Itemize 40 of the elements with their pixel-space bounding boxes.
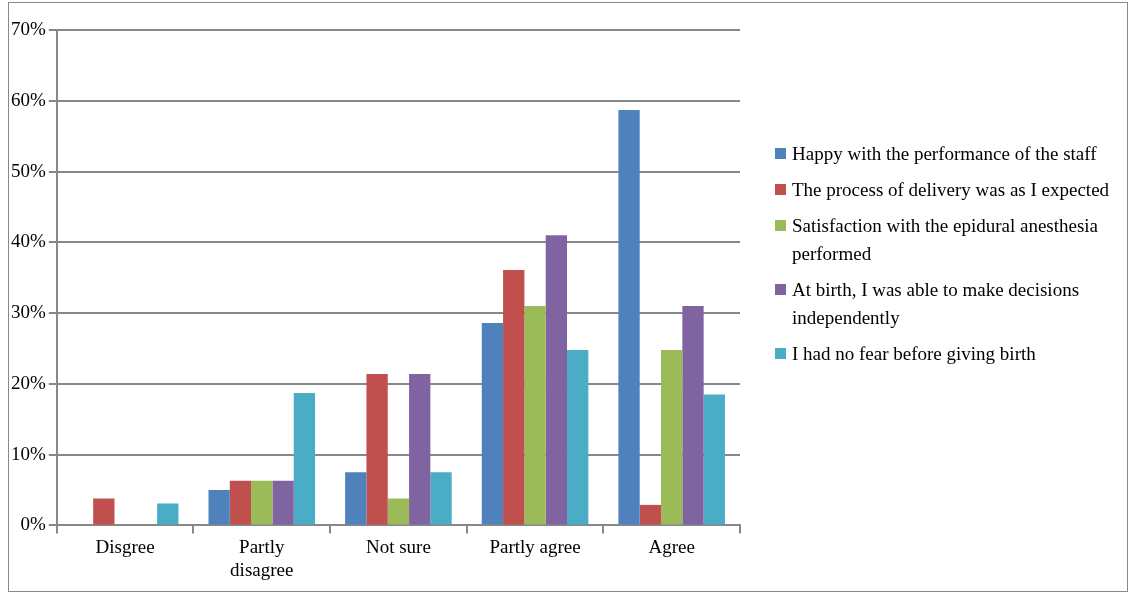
- bar: [157, 503, 179, 525]
- bar: [251, 480, 273, 525]
- bar: [409, 373, 431, 525]
- legend-label: Satisfaction with the epidural anesthesia performed: [792, 214, 1100, 266]
- bar: [93, 498, 115, 525]
- legend-label: Happy with the performance of the staff: [792, 142, 1097, 166]
- y-tick-label: 20%: [11, 371, 46, 393]
- y-tick-label: 50%: [11, 159, 46, 181]
- bar: [503, 269, 525, 525]
- x-tick-label: Disgree: [95, 535, 155, 557]
- bar: [208, 490, 230, 525]
- bar: [272, 480, 294, 525]
- y-tick-label: 60%: [11, 88, 46, 110]
- x-tick-label: Partly disagree: [230, 535, 294, 580]
- bar: [682, 306, 704, 525]
- bar: [345, 472, 367, 525]
- bar: [567, 349, 589, 525]
- x-tick-label: Agree: [648, 535, 695, 557]
- bar: [639, 504, 662, 525]
- bar: [387, 498, 410, 525]
- legend-label: I had no fear before giving birth: [792, 342, 1036, 366]
- bar: [481, 322, 504, 525]
- legend-label: The process of delivery was as I expected: [792, 178, 1110, 202]
- y-tick-label: 30%: [11, 301, 46, 323]
- y-tick-label: 0%: [20, 513, 46, 535]
- bar: [703, 394, 725, 525]
- y-tick-label: 10%: [11, 442, 46, 464]
- y-tick-label: 70%: [11, 17, 46, 39]
- bar: [545, 235, 568, 525]
- bar: [430, 472, 452, 525]
- bar: [229, 480, 252, 525]
- bar: [366, 373, 388, 525]
- bar: [293, 393, 316, 525]
- x-tick-label: Not sure: [365, 535, 431, 557]
- bar: [618, 109, 640, 525]
- x-tick-label: Partly agree: [489, 535, 581, 557]
- y-tick-label: 40%: [11, 230, 46, 252]
- legend-label: At birth, I was able to make decisions independently: [792, 278, 1081, 330]
- bar: [661, 349, 683, 525]
- bar: [524, 306, 546, 525]
